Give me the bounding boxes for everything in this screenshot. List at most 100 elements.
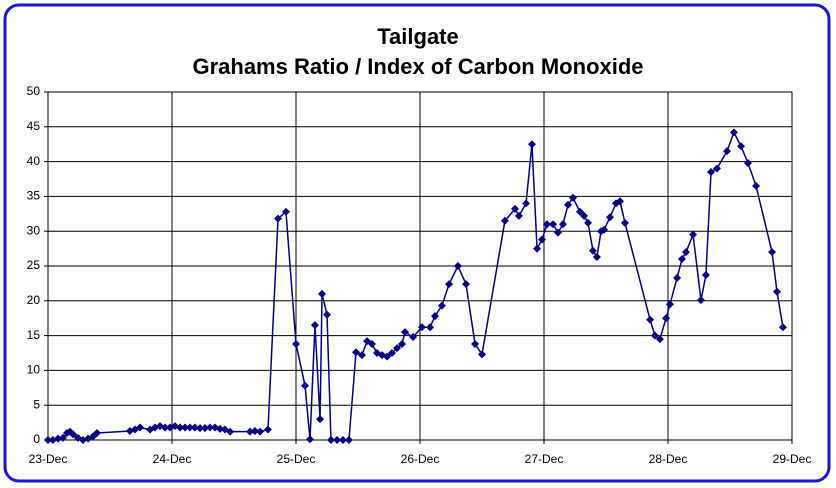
data-point [681, 248, 690, 257]
data-point [301, 381, 310, 390]
y-tick-label: 50 [27, 84, 41, 98]
data-point [471, 339, 480, 348]
data-point [426, 323, 435, 332]
data-point [344, 436, 353, 444]
data-point [772, 287, 781, 296]
data-point [620, 218, 629, 227]
data-point [558, 220, 567, 229]
data-point [575, 207, 584, 216]
data-point [306, 435, 315, 444]
data-point [323, 310, 331, 319]
y-tick-label: 0 [33, 432, 40, 446]
data-point [580, 211, 589, 220]
y-tick-label: 25 [27, 258, 41, 272]
data-point [689, 230, 698, 239]
data-point [190, 423, 199, 432]
data-point [778, 323, 787, 332]
y-tick-label: 20 [27, 293, 41, 307]
data-point [701, 271, 710, 280]
chart-title: Tailgate [377, 24, 459, 49]
data-point [453, 262, 462, 270]
data-point [393, 344, 402, 353]
data-point [59, 433, 68, 442]
y-tick-label: 5 [33, 397, 40, 411]
y-tick-label: 40 [27, 154, 41, 168]
data-point [196, 424, 205, 433]
data-point [514, 211, 523, 220]
data-point [181, 423, 190, 432]
data-point [592, 252, 601, 261]
x-tick-label: 23-Dec [29, 452, 68, 466]
data-point [205, 423, 214, 432]
data-point [588, 246, 597, 255]
data-point [616, 197, 625, 206]
data-point [752, 181, 761, 190]
x-tick-label: 27-Dec [525, 452, 564, 466]
data-point [245, 427, 254, 436]
data-point [510, 204, 519, 213]
data-point [712, 164, 721, 173]
data-point [263, 425, 272, 434]
x-tick-label: 28-Dec [649, 452, 688, 466]
y-tick-label: 45 [27, 119, 41, 133]
data-point [185, 423, 194, 432]
data-point [500, 216, 509, 225]
data-point [417, 323, 426, 332]
data-point [318, 289, 327, 298]
data-point [538, 235, 547, 244]
data-point [136, 423, 145, 432]
data-point [326, 436, 335, 444]
chart-subtitle: Grahams Ratio / Index of Carbon Monoxide [192, 54, 643, 79]
data-point [333, 436, 342, 444]
data-point [729, 128, 738, 137]
data-point [737, 142, 746, 151]
data-point [707, 168, 716, 177]
data-point [281, 207, 290, 216]
data-point [549, 220, 558, 229]
data-point [409, 332, 418, 341]
data-point [357, 351, 366, 360]
x-tick-label: 26-Dec [401, 452, 440, 466]
data-point [292, 339, 300, 348]
data-point [316, 415, 325, 424]
data-point [522, 199, 531, 208]
data-point [600, 225, 609, 234]
data-point [678, 255, 687, 264]
data-point [215, 424, 224, 433]
data-point [462, 280, 471, 289]
data-point [662, 314, 671, 323]
data-point [445, 280, 454, 289]
data-point [226, 427, 235, 436]
data-point [696, 296, 705, 305]
y-tick-label: 30 [27, 223, 41, 237]
data-point [250, 426, 259, 435]
data-point [92, 429, 101, 438]
data-point [352, 348, 361, 357]
data-point [400, 328, 409, 337]
data-point [533, 244, 542, 253]
data-point [673, 273, 682, 282]
data-point [655, 335, 664, 344]
x-tick-label: 24-Dec [153, 452, 192, 466]
data-point [54, 434, 63, 443]
data-point [584, 218, 593, 227]
data-point [44, 436, 52, 444]
data-point [478, 350, 486, 359]
x-tick-label: 25-Dec [277, 452, 316, 466]
data-point [564, 200, 573, 209]
data-point [527, 140, 536, 149]
data-point [398, 339, 407, 348]
data-point [274, 214, 283, 223]
data-point [723, 147, 732, 156]
x-tick-label: 29-Dec [773, 452, 812, 466]
data-point [650, 331, 659, 340]
y-tick-label: 10 [27, 363, 41, 377]
data-point [161, 423, 170, 432]
data-point [554, 228, 563, 237]
y-tick-label: 15 [27, 328, 41, 342]
data-point [542, 220, 551, 229]
data-point [605, 213, 614, 222]
chart-frame [3, 3, 831, 483]
data-point [387, 349, 396, 357]
data-point [431, 312, 440, 321]
